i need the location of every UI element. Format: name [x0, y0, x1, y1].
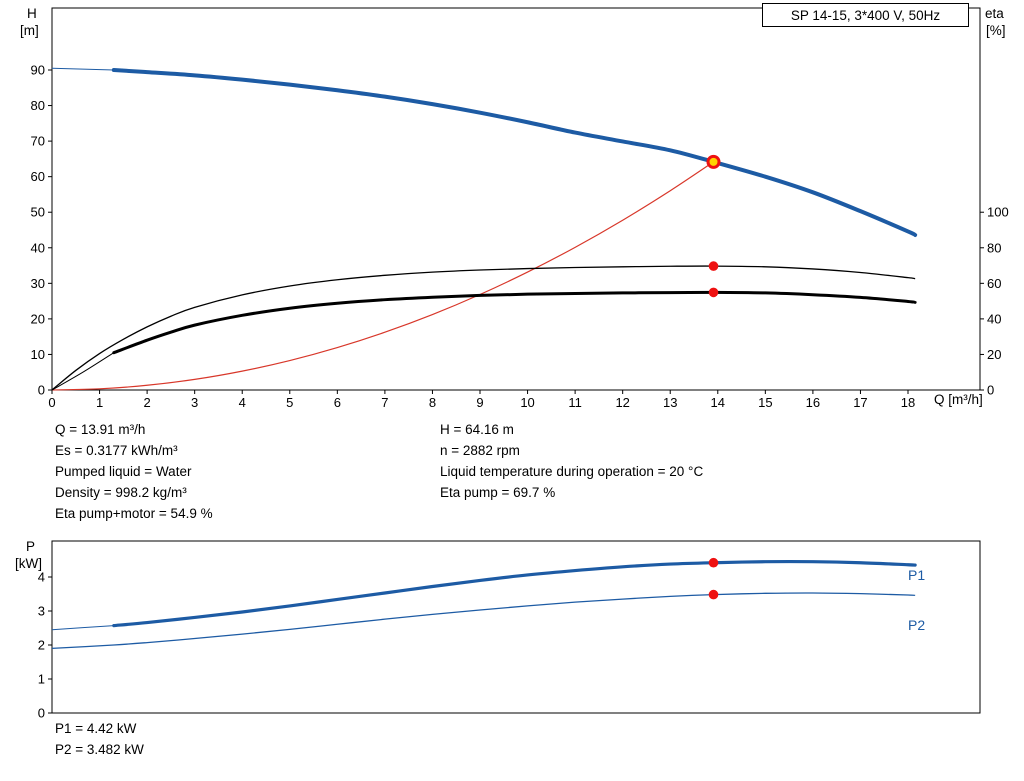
eta-pump-motor-marker: [708, 287, 719, 298]
y-axis-unit-kw: [kW]: [15, 556, 42, 571]
x-tick-label: 6: [334, 395, 341, 410]
y-axis-title-h: H: [27, 6, 37, 21]
y-tick-label: 10: [31, 347, 45, 362]
p1-curve: [112, 559, 917, 628]
eta-tick-label: 80: [987, 240, 1001, 255]
x-tick-label: 13: [663, 395, 677, 410]
pump-model-box: SP 14-15, 3*400 V, 50Hz: [762, 3, 969, 27]
x-tick-label: 0: [48, 395, 55, 410]
info-temperature: Liquid temperature during operation = 20…: [440, 464, 704, 479]
p1-curve-label: P1: [908, 567, 926, 583]
h-curve-lead: [51, 67, 114, 71]
info-liquid: Pumped liquid = Water: [55, 464, 192, 479]
eta-tick-label: 60: [987, 276, 1001, 291]
x-tick-label: 10: [520, 395, 534, 410]
y-tick-label: 80: [31, 98, 45, 113]
duty-info-right: H = 64.16 m n = 2882 rpm Liquid temperat…: [440, 419, 703, 503]
power-chart: 0 1 2 3 4: [38, 540, 981, 721]
eta-tick-label: 20: [987, 347, 1001, 362]
x-tick-label: 5: [286, 395, 293, 410]
x-tick-label: 15: [758, 395, 772, 410]
info-flow: Q = 13.91 m³/h: [55, 422, 146, 437]
info-eta-pump: Eta pump = 69.7 %: [440, 485, 556, 500]
p2-curve: [51, 592, 916, 650]
duty-point-marker: [706, 154, 721, 169]
eta-pump-motor-curve: [112, 290, 917, 355]
x-tick-label: 12: [615, 395, 629, 410]
eta-pump-motor-curve-lead: [51, 352, 115, 391]
power-info: P1 = 4.42 kW P2 = 3.482 kW: [55, 718, 144, 760]
pump-model-label: SP 14-15, 3*400 V, 50Hz: [790, 7, 941, 23]
p2-curve-label: P2: [908, 617, 926, 633]
x-tick-label: 2: [143, 395, 150, 410]
x-tick-label: 7: [381, 395, 388, 410]
x-tick-label: 4: [239, 395, 246, 410]
eta-tick-label: 0: [987, 383, 994, 398]
x-tick-label: 3: [191, 395, 198, 410]
y-tick-label: 4: [38, 570, 45, 585]
x-tick-label: 18: [901, 395, 915, 410]
p1-curve-lead: [51, 625, 114, 631]
info-eta-pump-motor: Eta pump+motor = 54.9 %: [55, 506, 213, 521]
x-tick-label: 17: [853, 395, 867, 410]
result-p1: P1 = 4.42 kW: [55, 721, 137, 736]
eta-pump-curve: [51, 265, 916, 391]
x-tick-label: 1: [96, 395, 103, 410]
info-speed: n = 2882 rpm: [440, 443, 520, 458]
y-tick-label: 60: [31, 169, 45, 184]
y-tick-label: 70: [31, 134, 45, 149]
h-curve: [111, 67, 918, 237]
y-axis-unit-m: [m]: [20, 23, 39, 38]
y-tick-label: 0: [38, 383, 45, 398]
y-tick-label: 40: [31, 240, 45, 255]
p2-marker: [708, 589, 719, 600]
x-tick-label: 14: [711, 395, 725, 410]
result-p2: P2 = 3.482 kW: [55, 742, 144, 757]
y-axis-title-p: P: [26, 539, 36, 554]
power-chart-frame: [51, 540, 981, 714]
eta-pump-marker: [708, 261, 719, 271]
duty-info-left: Q = 13.91 m³/h Es = 0.3177 kWh/m³ Pumped…: [55, 419, 213, 524]
p1-marker: [708, 557, 719, 568]
y-tick-label: 3: [38, 604, 45, 619]
info-density: Density = 998.2 kg/m³: [55, 485, 187, 500]
y-tick-label: 2: [38, 638, 45, 653]
y-axis-title-eta: eta: [985, 6, 1004, 21]
eta-tick-label: 40: [987, 311, 1001, 326]
hq-eta-chart-frame: [51, 7, 981, 391]
y-tick-label: 50: [31, 205, 45, 220]
y-tick-label: 90: [31, 62, 45, 77]
info-energy: Es = 0.3177 kWh/m³: [55, 443, 178, 458]
x-tick-label: 8: [429, 395, 436, 410]
x-tick-label: 11: [568, 395, 582, 410]
x-tick-label: 9: [476, 395, 483, 410]
y-axis-unit-pct: [%]: [986, 23, 1006, 38]
system-curve: [51, 161, 714, 391]
y-tick-label: 0: [38, 706, 45, 721]
y-tick-label: 20: [31, 311, 45, 326]
eta-tick-label: 100: [987, 205, 1009, 220]
y-tick-label: 30: [31, 276, 45, 291]
x-axis-title: Q [m³/h]: [934, 392, 983, 407]
x-tick-label: 16: [806, 395, 820, 410]
info-head: H = 64.16 m: [440, 422, 514, 437]
hq-eta-chart: 0 1 2 3 4 5 6 7 8 9 10 11 12 13 14 15 16 17 18010203040506…: [31, 7, 1009, 410]
y-tick-label: 1: [38, 672, 45, 687]
